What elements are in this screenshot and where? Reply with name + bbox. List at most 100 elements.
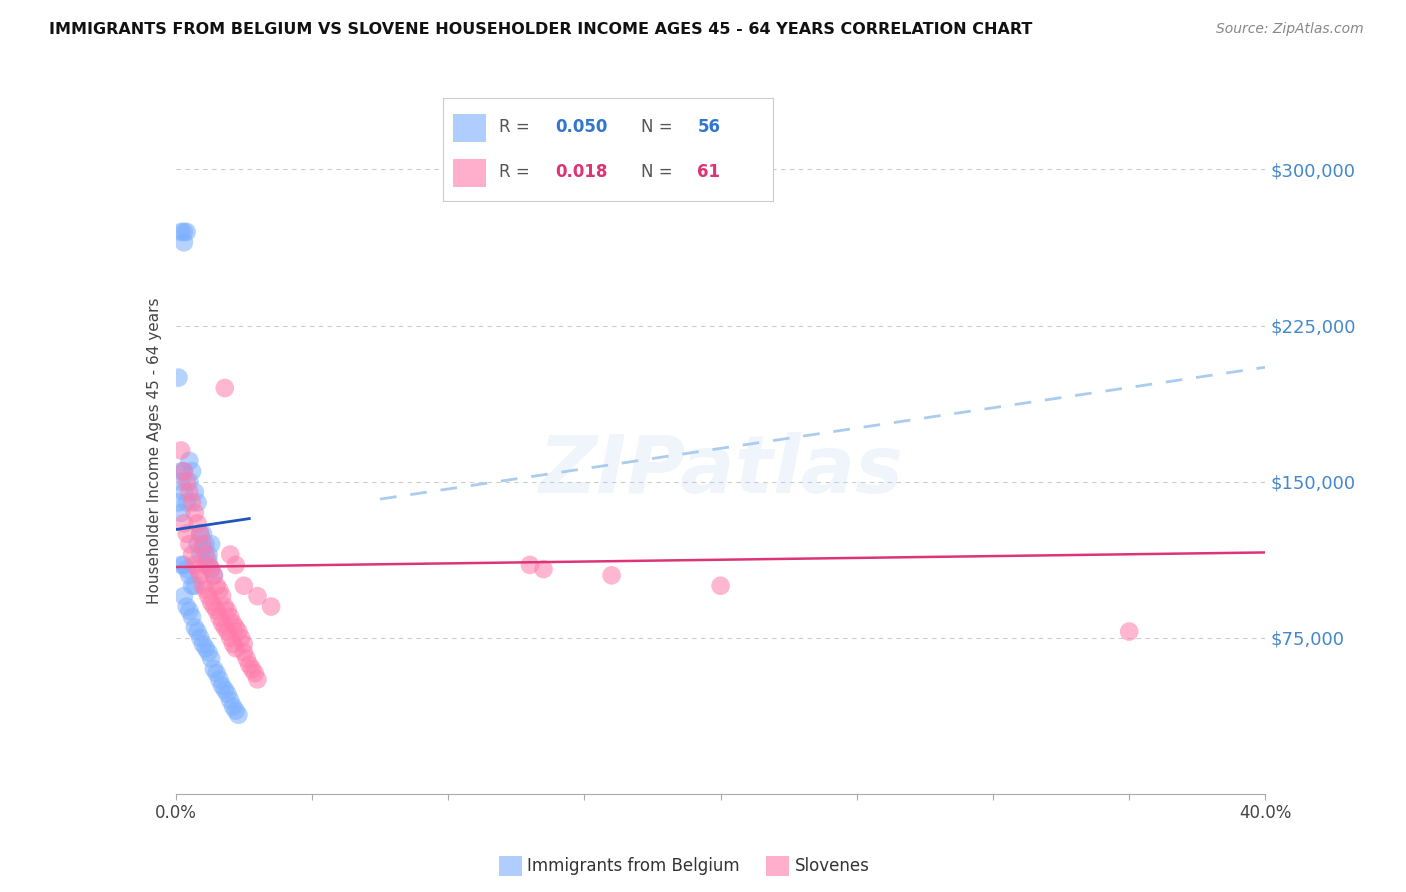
Point bbox=[205, 579, 228, 593]
Point bbox=[167, 495, 190, 509]
Point bbox=[225, 558, 247, 572]
Point bbox=[710, 579, 733, 593]
Point bbox=[184, 485, 207, 500]
Point bbox=[1118, 624, 1140, 639]
Point bbox=[173, 485, 195, 500]
Point bbox=[232, 579, 254, 593]
Point bbox=[181, 610, 204, 624]
Point bbox=[200, 651, 222, 665]
Point bbox=[211, 589, 233, 603]
Point bbox=[194, 548, 217, 562]
Point bbox=[194, 558, 217, 572]
Point bbox=[176, 475, 198, 489]
Point bbox=[232, 637, 254, 651]
Point bbox=[243, 666, 266, 681]
Point bbox=[173, 589, 195, 603]
Point bbox=[208, 610, 231, 624]
Point bbox=[188, 631, 211, 645]
Point bbox=[181, 548, 204, 562]
Point bbox=[219, 631, 242, 645]
Point bbox=[197, 645, 219, 659]
Point bbox=[533, 562, 555, 576]
Point bbox=[188, 526, 211, 541]
Point bbox=[181, 464, 204, 478]
Point bbox=[170, 464, 193, 478]
Point bbox=[179, 537, 201, 551]
Point bbox=[176, 599, 198, 614]
Point bbox=[176, 495, 198, 509]
Text: Slovenes: Slovenes bbox=[794, 857, 869, 875]
Point bbox=[179, 454, 201, 468]
Text: IMMIGRANTS FROM BELGIUM VS SLOVENE HOUSEHOLDER INCOME AGES 45 - 64 YEARS CORRELA: IMMIGRANTS FROM BELGIUM VS SLOVENE HOUSE… bbox=[49, 22, 1032, 37]
Point bbox=[260, 599, 283, 614]
Point bbox=[519, 558, 541, 572]
Point bbox=[176, 526, 198, 541]
Point bbox=[202, 568, 225, 582]
Point bbox=[170, 475, 193, 489]
Point bbox=[191, 637, 214, 651]
Point bbox=[191, 541, 214, 556]
Text: 56: 56 bbox=[697, 118, 720, 136]
Point bbox=[200, 562, 222, 576]
Point bbox=[170, 443, 193, 458]
Point bbox=[214, 620, 236, 634]
Point bbox=[208, 582, 231, 597]
Point bbox=[217, 604, 239, 618]
Point bbox=[238, 657, 260, 672]
Point bbox=[184, 579, 207, 593]
Point bbox=[214, 682, 236, 697]
Point bbox=[208, 673, 231, 687]
Point bbox=[197, 554, 219, 568]
Point bbox=[240, 662, 263, 676]
Point bbox=[188, 548, 211, 562]
Point bbox=[170, 558, 193, 572]
Point bbox=[197, 589, 219, 603]
Point bbox=[217, 624, 239, 639]
Point bbox=[219, 693, 242, 707]
Point bbox=[181, 495, 204, 509]
Point bbox=[188, 526, 211, 541]
Text: ZIPatlas: ZIPatlas bbox=[538, 432, 903, 510]
Point bbox=[246, 589, 269, 603]
Point bbox=[225, 641, 247, 656]
Point bbox=[200, 595, 222, 609]
Point bbox=[202, 662, 225, 676]
Point bbox=[197, 558, 219, 572]
Point bbox=[214, 381, 236, 395]
Point bbox=[228, 624, 250, 639]
Point bbox=[217, 687, 239, 701]
Point bbox=[181, 579, 204, 593]
Text: R =: R = bbox=[499, 163, 530, 181]
FancyBboxPatch shape bbox=[453, 159, 486, 187]
Point bbox=[219, 548, 242, 562]
Point bbox=[186, 537, 209, 551]
Point bbox=[186, 624, 209, 639]
Point bbox=[205, 666, 228, 681]
Text: R =: R = bbox=[499, 118, 530, 136]
Point bbox=[188, 568, 211, 582]
Point bbox=[222, 637, 245, 651]
Point bbox=[173, 516, 195, 531]
Point bbox=[235, 651, 257, 665]
Y-axis label: Householder Income Ages 45 - 64 years: Householder Income Ages 45 - 64 years bbox=[146, 297, 162, 604]
Point bbox=[246, 673, 269, 687]
Point bbox=[179, 475, 201, 489]
Point bbox=[184, 558, 207, 572]
Point bbox=[600, 568, 623, 582]
Point bbox=[179, 568, 201, 582]
Point bbox=[200, 562, 222, 576]
Point bbox=[173, 235, 195, 250]
Point bbox=[211, 616, 233, 631]
Point bbox=[191, 579, 214, 593]
Point bbox=[205, 604, 228, 618]
Point bbox=[194, 582, 217, 597]
Point bbox=[186, 562, 209, 576]
Point bbox=[194, 641, 217, 656]
Point bbox=[184, 620, 207, 634]
Text: 0.018: 0.018 bbox=[555, 163, 607, 181]
Point bbox=[202, 599, 225, 614]
Point bbox=[219, 610, 242, 624]
Point bbox=[186, 516, 209, 531]
Text: Source: ZipAtlas.com: Source: ZipAtlas.com bbox=[1216, 22, 1364, 37]
Point bbox=[179, 604, 201, 618]
